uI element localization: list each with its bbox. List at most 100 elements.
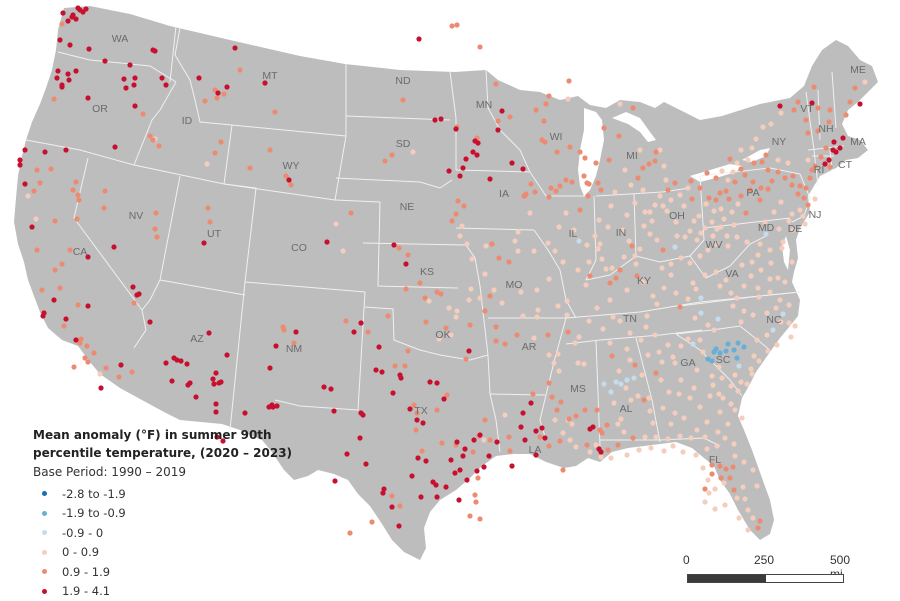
- station-dot: [847, 99, 852, 104]
- station-dot: [742, 172, 747, 177]
- station-dot: [509, 463, 514, 468]
- station-dot: [221, 91, 226, 96]
- station-dot: [738, 379, 743, 384]
- station-dot: [576, 334, 581, 339]
- station-dot: [661, 285, 666, 290]
- station-dot: [131, 82, 136, 87]
- state-label-wa: WA: [112, 33, 129, 45]
- station-dot: [552, 417, 557, 422]
- station-dot: [630, 105, 635, 110]
- station-dot: [698, 230, 703, 235]
- state-label-ma: MA: [850, 136, 866, 148]
- station-dot: [567, 437, 572, 442]
- station-dot: [606, 157, 611, 162]
- station-dot: [286, 177, 291, 182]
- station-dot: [597, 241, 602, 246]
- station-dot: [454, 308, 459, 313]
- station-dot: [668, 261, 673, 266]
- station-dot: [800, 213, 805, 218]
- station-dot: [704, 170, 709, 175]
- station-dot: [677, 304, 682, 309]
- station-dot: [635, 393, 640, 398]
- station-dot: [481, 464, 486, 469]
- station-dot: [493, 338, 498, 343]
- station-dot: [765, 348, 770, 353]
- station-dot: [725, 177, 730, 182]
- station-dot: [150, 137, 155, 142]
- station-dot: [715, 429, 720, 434]
- station-dot: [674, 233, 679, 238]
- scale-bar-filled-segment: [688, 575, 766, 582]
- station-dot: [25, 193, 30, 198]
- station-dot: [628, 182, 633, 187]
- legend-item-label: -0.9 - 0: [62, 526, 103, 540]
- station-dot: [54, 75, 59, 80]
- station-dot: [392, 363, 397, 368]
- station-dot: [676, 391, 681, 396]
- station-dot: [85, 303, 90, 308]
- station-dot: [224, 84, 229, 89]
- station-dot: [489, 241, 494, 246]
- state-label-ut: UT: [207, 228, 222, 240]
- station-dot: [453, 126, 458, 131]
- station-dot: [645, 352, 650, 357]
- station-dot: [690, 280, 695, 285]
- station-dot: [698, 310, 703, 315]
- state-label-nm: NM: [286, 343, 302, 355]
- station-dot: [632, 200, 637, 205]
- station-dot: [745, 157, 750, 162]
- station-dot: [802, 221, 807, 226]
- station-dot: [660, 247, 665, 252]
- station-dot: [702, 486, 707, 491]
- station-dot: [779, 245, 784, 250]
- station-dot: [624, 377, 629, 382]
- station-dot: [704, 419, 709, 424]
- station-dot: [493, 324, 498, 329]
- station-dot: [39, 287, 44, 292]
- station-dot: [595, 246, 600, 251]
- station-dot: [730, 169, 735, 174]
- station-dot: [487, 293, 492, 298]
- station-dot: [464, 477, 469, 482]
- station-dot: [646, 395, 651, 400]
- station-dot: [600, 326, 605, 331]
- station-dot: [51, 297, 56, 302]
- station-dot: [789, 211, 794, 216]
- state-label-nv: NV: [129, 210, 144, 222]
- station-dot: [587, 449, 592, 454]
- station-dot: [152, 48, 157, 53]
- station-dot: [215, 90, 220, 95]
- station-dot: [598, 454, 603, 459]
- station-dot: [434, 494, 439, 499]
- station-dot: [702, 499, 707, 504]
- legend-item-label: -2.8 to -1.9: [62, 487, 126, 501]
- station-dot: [344, 451, 349, 456]
- station-dot: [608, 389, 613, 394]
- station-dot: [653, 370, 658, 375]
- station-dot: [831, 139, 836, 144]
- station-dot: [434, 380, 439, 385]
- station-dot: [573, 444, 578, 449]
- station-dot: [51, 96, 56, 101]
- station-dot: [754, 337, 759, 342]
- station-dot: [482, 308, 487, 313]
- station-dot: [661, 163, 666, 168]
- station-dot: [136, 291, 141, 296]
- station-dot: [491, 287, 496, 292]
- station-dot: [755, 525, 760, 530]
- station-dot: [653, 434, 658, 439]
- station-dot: [202, 98, 207, 103]
- station-dot: [373, 367, 378, 372]
- station-dot: [427, 379, 432, 384]
- station-dot: [668, 421, 673, 426]
- station-dot: [592, 233, 597, 238]
- station-dot: [273, 343, 278, 348]
- station-dot: [700, 465, 705, 470]
- station-dot: [499, 300, 504, 305]
- station-dot: [710, 382, 715, 387]
- station-dot: [531, 335, 536, 340]
- station-dot: [823, 145, 828, 150]
- station-dot: [423, 319, 428, 324]
- state-label-id: ID: [182, 115, 193, 127]
- station-dot: [721, 480, 726, 485]
